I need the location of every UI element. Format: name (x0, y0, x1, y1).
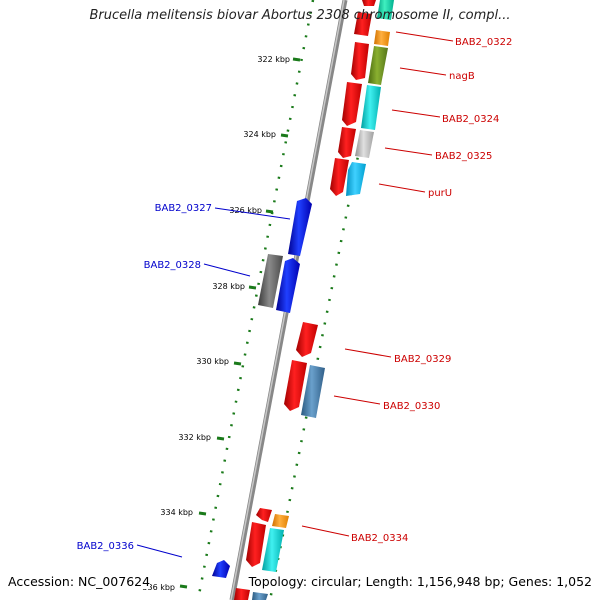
reverse-strand-features (234, 0, 394, 600)
gene-label-text: BAB2_0329 (394, 354, 451, 365)
gene-label-text: nagB (449, 71, 475, 82)
scale-tick: 334 kbp (160, 508, 207, 517)
gene-arrow[interactable] (256, 508, 272, 522)
gene-arrow[interactable] (301, 365, 325, 418)
gene-arrow[interactable] (258, 254, 283, 308)
gene-labels: BAB2_0322 nagB BAB2_0324 BAB2_0325 purU … (77, 31, 512, 558)
gene-arrow[interactable] (276, 258, 300, 313)
gene-arrow[interactable] (351, 42, 369, 80)
scale-tick: 332 kbp (178, 433, 225, 442)
gene-arrow[interactable] (368, 46, 388, 85)
scale-tick: 336 kbp (142, 583, 188, 592)
gene-arrow[interactable] (262, 528, 284, 572)
gene-label-bab2-0329[interactable]: BAB2_0329 (344, 348, 451, 365)
topology-label: Topology: circular; Length: 1,156,948 bp… (248, 574, 592, 589)
gene-label-text: BAB2_0322 (455, 37, 512, 48)
scale-tick: 330 kbp (196, 357, 242, 366)
gene-arrow[interactable] (362, 0, 376, 6)
scale-tick-label: 334 kbp (160, 508, 193, 517)
scale-ticks: 322 kbp 324 kbp 326 kbp 328 kbp 330 kbp … (142, 55, 301, 592)
scale-tick: 322 kbp (257, 55, 301, 64)
gene-label-text: BAB2_0327 (155, 203, 212, 214)
gene-arrow[interactable] (355, 130, 374, 158)
scale-tick-label: 326 kbp (229, 206, 262, 215)
scale-tick: 326 kbp (229, 206, 274, 215)
gene-arrow[interactable] (284, 360, 307, 411)
gene-arrow[interactable] (272, 514, 289, 528)
gene-label-bab2-0330[interactable]: BAB2_0330 (333, 395, 440, 412)
scale-tick-label: 322 kbp (257, 55, 290, 64)
scale-tick: 328 kbp (212, 282, 257, 291)
gene-label-bab2-0328[interactable]: BAB2_0328 (144, 260, 251, 277)
scale-dots-inner (196, 0, 315, 600)
gene-label-text: purU (428, 188, 452, 199)
scale-tick: 324 kbp (243, 130, 289, 139)
gene-label-bab2-0327[interactable]: BAB2_0327 (155, 203, 291, 220)
gene-arrow[interactable] (361, 85, 381, 130)
gene-label-text: BAB2_0328 (144, 260, 201, 271)
gene-arrow[interactable] (288, 198, 312, 256)
gene-label-bab2-0322[interactable]: BAB2_0322 (395, 31, 512, 48)
scale-tick-label: 324 kbp (243, 130, 276, 139)
gene-arrow[interactable] (330, 158, 349, 196)
gene-label-bab2-0336[interactable]: BAB2_0336 (77, 541, 183, 558)
gene-label-bab2-0325[interactable]: BAB2_0325 (384, 147, 492, 162)
scale-tick-label: 336 kbp (142, 583, 175, 592)
gene-label-text: BAB2_0330 (383, 401, 440, 412)
gene-label-bab2-0334[interactable]: BAB2_0334 (301, 525, 408, 544)
gene-label-bab2-0324[interactable]: BAB2_0324 (391, 109, 499, 125)
gene-label-nagb[interactable]: nagB (399, 67, 475, 82)
gene-label-text: BAB2_0325 (435, 151, 492, 162)
scale-tick-label: 330 kbp (196, 357, 229, 366)
accession-label: Accession: NC_007624 (8, 574, 151, 589)
gene-arrow[interactable] (346, 162, 366, 196)
gene-label-puru[interactable]: purU (378, 183, 452, 199)
gene-arrow[interactable] (342, 82, 362, 126)
gene-arrow[interactable] (234, 588, 250, 600)
gene-label-text: BAB2_0336 (77, 541, 134, 552)
gene-arrow[interactable] (338, 127, 356, 158)
scale-tick-label: 328 kbp (212, 282, 245, 291)
map-title: Brucella melitensis biovar Abortus 2308 … (89, 8, 511, 23)
gene-arrow[interactable] (246, 522, 266, 567)
gene-label-text: BAB2_0334 (351, 533, 408, 544)
scale-tick-label: 332 kbp (178, 433, 211, 442)
gene-arrow[interactable] (354, 12, 372, 36)
gene-arrow[interactable] (374, 30, 390, 46)
forward-strand-features (212, 198, 312, 578)
gene-arrow[interactable] (252, 592, 268, 600)
gene-arrow[interactable] (212, 560, 230, 578)
gene-arrow[interactable] (377, 0, 394, 20)
gene-label-text: BAB2_0324 (442, 114, 499, 125)
gene-arrow[interactable] (296, 322, 318, 357)
